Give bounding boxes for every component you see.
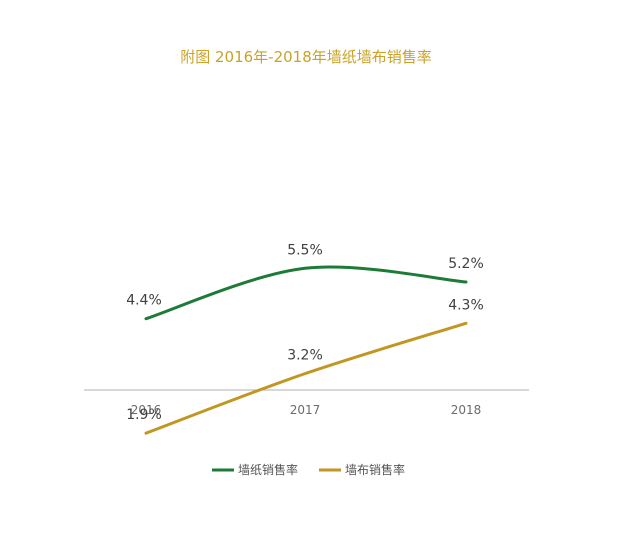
- x-tick-label: 2018: [451, 403, 482, 417]
- x-tick-label: 2016: [131, 403, 162, 417]
- data-labels-wallcloth: 1.9% 3.2% 4.3%: [126, 297, 484, 423]
- data-label: 4.4%: [126, 293, 162, 309]
- legend-label-wallcloth: 墙布销售率: [345, 462, 405, 477]
- data-label: 5.2%: [448, 256, 484, 272]
- data-label: 4.3%: [448, 297, 484, 313]
- x-tick-label: 2017: [290, 403, 321, 417]
- data-label: 1.9%: [126, 407, 162, 423]
- x-tick-labels: 2016 2017 2018: [131, 403, 482, 417]
- data-label: 3.2%: [287, 348, 323, 364]
- series-line-wallcloth: [144, 321, 468, 435]
- legend-label-wallpaper: 墙纸销售率: [238, 462, 298, 477]
- chart-title: 附图 2016年-2018年墙纸墙布销售率: [180, 48, 432, 66]
- data-labels-wallpaper: 4.4% 5.5% 5.2%: [126, 242, 484, 308]
- legend: 墙纸销售率 墙布销售率: [212, 462, 405, 477]
- data-label: 5.5%: [287, 242, 323, 258]
- series-line-wallpaper: [144, 265, 468, 321]
